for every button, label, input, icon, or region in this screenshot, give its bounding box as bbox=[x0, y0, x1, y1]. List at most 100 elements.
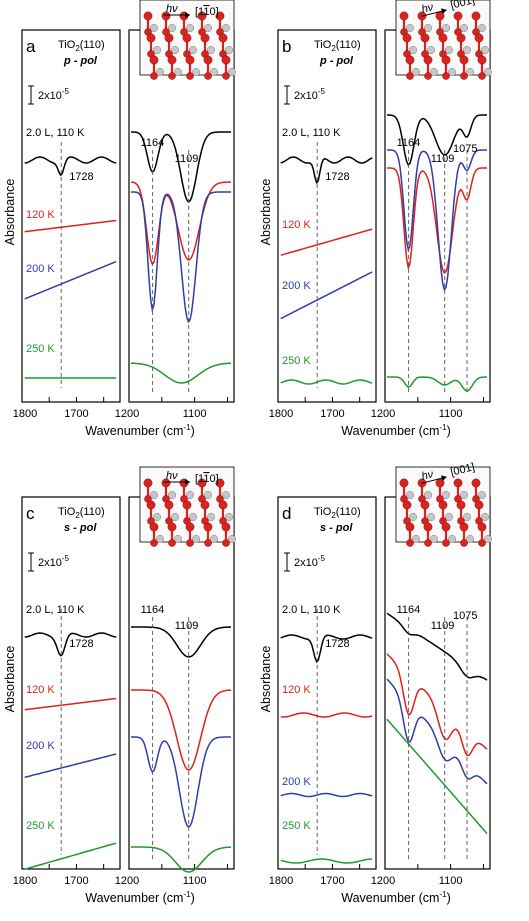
x-tick-label: 1200 bbox=[371, 408, 395, 420]
oxygen-atom bbox=[185, 55, 195, 65]
oxygen-atom bbox=[167, 522, 177, 532]
oxygen-atom bbox=[164, 500, 174, 510]
titanium-atom bbox=[174, 67, 183, 76]
titanium-atom bbox=[221, 491, 230, 500]
crystal-structure-illustration: hν [110] bbox=[139, 0, 236, 80]
x-tick-label: 1700 bbox=[320, 875, 344, 887]
oxygen-atom bbox=[215, 11, 225, 21]
oxygen-atom bbox=[161, 11, 171, 21]
spectrum-line-left bbox=[280, 228, 373, 256]
x-tick-label: 1800 bbox=[13, 875, 37, 887]
panel-letter: c bbox=[26, 504, 35, 523]
panel-letter: d bbox=[282, 504, 291, 523]
oxygen-atom bbox=[182, 33, 192, 43]
left-window-frame bbox=[21, 496, 121, 870]
hv-label: hν bbox=[420, 1, 435, 16]
peak-label: 1164 bbox=[397, 137, 421, 149]
titanium-atom bbox=[459, 491, 468, 500]
titanium-atom bbox=[483, 534, 492, 543]
temperature-label: 250 K bbox=[282, 355, 311, 367]
x-tick-label: 1800 bbox=[269, 408, 293, 420]
titanium-atom bbox=[156, 534, 165, 543]
titanium-atom bbox=[465, 534, 474, 543]
oxygen-atom bbox=[218, 33, 228, 43]
oxygen-atom bbox=[167, 55, 177, 65]
panel-title: TiO2(110) bbox=[314, 506, 361, 520]
spectrum-line-left bbox=[24, 260, 117, 300]
spectrum-line-right bbox=[131, 626, 232, 658]
oxygen-atom bbox=[399, 478, 409, 488]
peak-label: 1075 bbox=[453, 143, 477, 155]
x-tick-label: 1100 bbox=[183, 408, 207, 420]
titanium-atom bbox=[445, 46, 454, 55]
hv-label: hν bbox=[420, 468, 435, 483]
oxygen-atom bbox=[459, 522, 469, 532]
spectrum-line-right bbox=[386, 678, 488, 785]
temperature-label: 200 K bbox=[26, 740, 55, 752]
oxygen-atom bbox=[441, 55, 451, 65]
oxygen-atom bbox=[149, 522, 159, 532]
y-axis-label: Absorbance bbox=[3, 646, 17, 713]
titanium-atom bbox=[430, 67, 439, 76]
oxygen-atom bbox=[143, 478, 153, 488]
titanium-atom bbox=[152, 513, 161, 522]
peak-label: 1728 bbox=[325, 638, 349, 650]
titanium-atom bbox=[448, 67, 457, 76]
oxygen-atom bbox=[186, 539, 194, 547]
titanium-atom bbox=[430, 534, 439, 543]
oxygen-atom bbox=[168, 72, 176, 80]
spectrum-line-right bbox=[387, 376, 487, 392]
arrow-head bbox=[185, 12, 190, 18]
oxygen-atom bbox=[221, 522, 231, 532]
oxygen-atom bbox=[204, 539, 212, 547]
oxygen-atom bbox=[441, 522, 451, 532]
oxygen-atom bbox=[405, 522, 415, 532]
polarization-label: p - pol bbox=[319, 55, 354, 67]
peak-label: 1728 bbox=[325, 171, 349, 183]
oxygen-atom bbox=[405, 55, 415, 65]
titanium-atom bbox=[227, 67, 236, 76]
oxygen-atom bbox=[442, 539, 450, 547]
titanium-atom bbox=[203, 24, 212, 33]
spectrum-line-right bbox=[131, 736, 231, 828]
titanium-atom bbox=[221, 24, 230, 33]
panel-letter: b bbox=[282, 37, 291, 56]
x-tick-label: 1200 bbox=[371, 875, 395, 887]
polarization-label: s - pol bbox=[64, 522, 97, 534]
spectrum-line-left bbox=[280, 792, 373, 798]
y-axis-label: Absorbance bbox=[259, 646, 273, 713]
oxygen-atom bbox=[203, 55, 213, 65]
oxygen-atom bbox=[200, 33, 210, 43]
oxygen-atom bbox=[222, 539, 230, 547]
panel-title: TiO2(110) bbox=[314, 39, 361, 53]
titanium-atom bbox=[149, 491, 158, 500]
oxygen-atom bbox=[164, 33, 174, 43]
crystal-structure-illustration: hν [001] bbox=[395, 0, 492, 80]
oxygen-atom bbox=[150, 72, 158, 80]
spectrum-line-left bbox=[280, 271, 373, 320]
oxygen-atom bbox=[442, 72, 450, 80]
peak-label: 1164 bbox=[141, 604, 165, 616]
spectrum-line-left bbox=[24, 753, 117, 779]
temperature-label: 120 K bbox=[26, 684, 55, 696]
titanium-atom bbox=[152, 46, 161, 55]
crystal-structure-illustration: hν [110] bbox=[139, 466, 236, 547]
left-window-frame bbox=[277, 496, 377, 870]
titanium-atom bbox=[408, 513, 417, 522]
scale-bar-label: 2x10-5 bbox=[38, 87, 70, 102]
oxygen-atom bbox=[453, 11, 463, 21]
titanium-atom bbox=[465, 67, 474, 76]
oxygen-atom bbox=[477, 55, 487, 65]
titanium-atom bbox=[445, 513, 454, 522]
spectrum-line-left bbox=[24, 156, 117, 177]
titanium-atom bbox=[227, 534, 236, 543]
y-axis-label: Absorbance bbox=[259, 179, 273, 246]
x-axis-label: Wavenumber (cm-1) bbox=[85, 423, 194, 438]
x-tick-label: 1700 bbox=[64, 875, 88, 887]
right-window-frame bbox=[384, 29, 491, 403]
light-direction: hν [110] bbox=[164, 470, 219, 485]
arrow-head bbox=[441, 8, 447, 15]
oxygen-atom bbox=[218, 500, 228, 510]
temperature-label: 2.0 L, 110 K bbox=[282, 127, 341, 139]
